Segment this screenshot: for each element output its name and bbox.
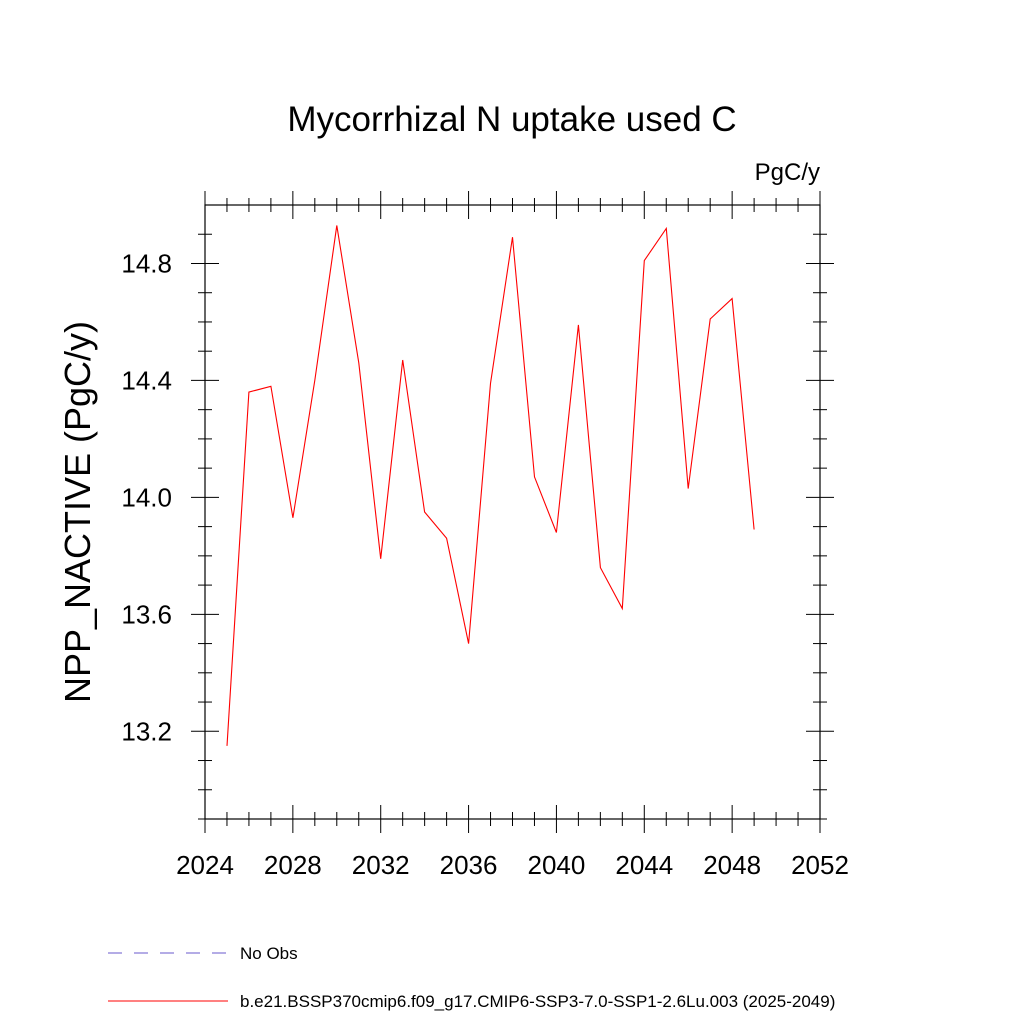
data-point	[489, 382, 492, 385]
data-point	[313, 379, 316, 382]
data-point	[665, 227, 668, 230]
data-point	[423, 511, 426, 514]
data-point	[511, 236, 514, 239]
y-tick-label: 13.6	[121, 599, 172, 629]
data-point	[401, 358, 404, 361]
data-point	[467, 642, 470, 645]
data-point	[577, 323, 580, 326]
plot-frame	[204, 204, 821, 820]
x-tick-label: 2052	[791, 850, 849, 880]
data-point	[225, 744, 228, 747]
data-point	[687, 487, 690, 490]
data-point	[599, 566, 602, 569]
legend-label-model-run: b.e21.BSSP370cmip6.f09_g17.CMIP6-SSP3-7.…	[240, 992, 835, 1011]
data-point	[643, 259, 646, 262]
data-point	[533, 475, 536, 478]
legend: No Obs b.e21.BSSP370cmip6.f09_g17.CMIP6-…	[108, 944, 835, 1011]
x-tick-label: 2032	[352, 850, 410, 880]
data-point	[269, 385, 272, 388]
x-tick-label: 2040	[528, 850, 586, 880]
chart-title: Mycorrhizal N uptake used C	[287, 100, 736, 139]
data-point	[753, 528, 756, 531]
data-point	[357, 361, 360, 364]
y-tick-label: 14.4	[121, 365, 172, 395]
axis-ticks: 2024 2028 2032 2036 2040 2044 2048 2052 13.2 13.6…	[121, 191, 849, 880]
data-point	[621, 607, 624, 610]
y-tick-label: 14.8	[121, 248, 172, 278]
y-tick-label: 14.0	[121, 482, 172, 512]
data-point	[445, 537, 448, 540]
x-tick-label: 2036	[440, 850, 498, 880]
data-point	[335, 224, 338, 227]
y-tick-label: 13.2	[121, 716, 172, 746]
series-line-0	[226, 225, 755, 746]
data-point	[709, 318, 712, 321]
x-tick-label: 2044	[615, 850, 673, 880]
y-axis-label: NPP_NACTIVE (PgC/y)	[57, 321, 98, 703]
x-tick-label: 2028	[264, 850, 322, 880]
data-point	[291, 516, 294, 519]
x-tick-label: 2024	[176, 850, 234, 880]
data-point	[247, 391, 250, 394]
units-label: PgC/y	[755, 159, 820, 186]
legend-label-no-obs: No Obs	[240, 944, 298, 963]
series-layer	[225, 224, 756, 747]
data-point	[379, 557, 382, 560]
data-point	[555, 531, 558, 534]
x-tick-label: 2048	[703, 850, 761, 880]
data-point	[731, 297, 734, 300]
